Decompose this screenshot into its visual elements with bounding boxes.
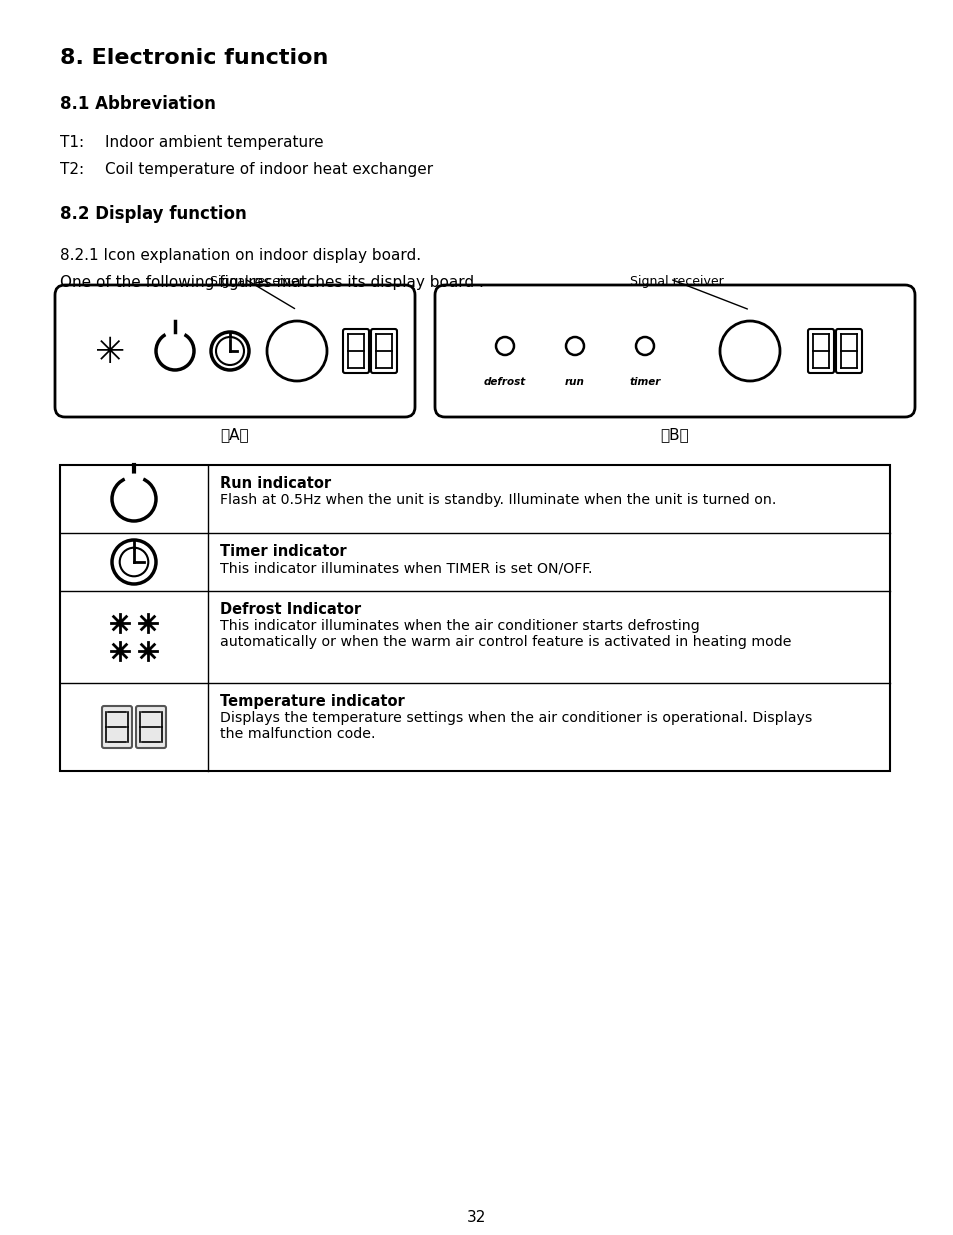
Text: Signal receiver: Signal receiver <box>629 275 723 288</box>
Text: One of the following figures matches its display board .: One of the following figures matches its… <box>60 275 483 290</box>
Text: 8.2 Display function: 8.2 Display function <box>60 205 247 224</box>
Circle shape <box>117 620 123 626</box>
Text: 8. Electronic function: 8. Electronic function <box>60 48 328 68</box>
Text: 8.2.1 Icon explanation on indoor display board.: 8.2.1 Icon explanation on indoor display… <box>60 248 420 263</box>
Text: Temperature indicator: Temperature indicator <box>220 694 404 709</box>
Text: （B）: （B） <box>659 427 689 442</box>
Circle shape <box>117 648 123 655</box>
Text: run: run <box>564 377 584 387</box>
FancyBboxPatch shape <box>807 329 833 373</box>
FancyBboxPatch shape <box>835 329 862 373</box>
Text: Displays the temperature settings when the air conditioner is operational. Displ: Displays the temperature settings when t… <box>220 711 812 741</box>
Text: 32: 32 <box>467 1210 486 1225</box>
Text: （A）: （A） <box>220 427 249 442</box>
Text: Run indicator: Run indicator <box>220 475 331 492</box>
Text: This indicator illuminates when the air conditioner starts defrosting
automatica: This indicator illuminates when the air … <box>220 619 791 650</box>
Text: ✳: ✳ <box>94 336 125 370</box>
FancyBboxPatch shape <box>102 706 132 748</box>
Bar <box>60 466 889 771</box>
Circle shape <box>145 620 151 626</box>
Text: Signal receiver: Signal receiver <box>210 275 303 288</box>
FancyBboxPatch shape <box>343 329 369 373</box>
Text: Flash at 0.5Hz when the unit is standby. Illuminate when the unit is turned on.: Flash at 0.5Hz when the unit is standby.… <box>220 493 776 508</box>
Text: This indicator illuminates when TIMER is set ON/OFF.: This indicator illuminates when TIMER is… <box>220 561 592 576</box>
Text: 8.1 Abbreviation: 8.1 Abbreviation <box>60 95 215 112</box>
Circle shape <box>145 648 151 655</box>
Text: defrost: defrost <box>483 377 525 387</box>
Text: Coil temperature of indoor heat exchanger: Coil temperature of indoor heat exchange… <box>105 162 433 177</box>
Text: Indoor ambient temperature: Indoor ambient temperature <box>105 135 323 149</box>
FancyBboxPatch shape <box>371 329 396 373</box>
FancyBboxPatch shape <box>136 706 166 748</box>
Text: Defrost Indicator: Defrost Indicator <box>220 601 361 618</box>
FancyBboxPatch shape <box>55 285 415 417</box>
FancyBboxPatch shape <box>435 285 914 417</box>
Text: Timer indicator: Timer indicator <box>220 543 346 559</box>
Text: timer: timer <box>629 377 660 387</box>
Text: T1:: T1: <box>60 135 84 149</box>
Text: T2:: T2: <box>60 162 84 177</box>
